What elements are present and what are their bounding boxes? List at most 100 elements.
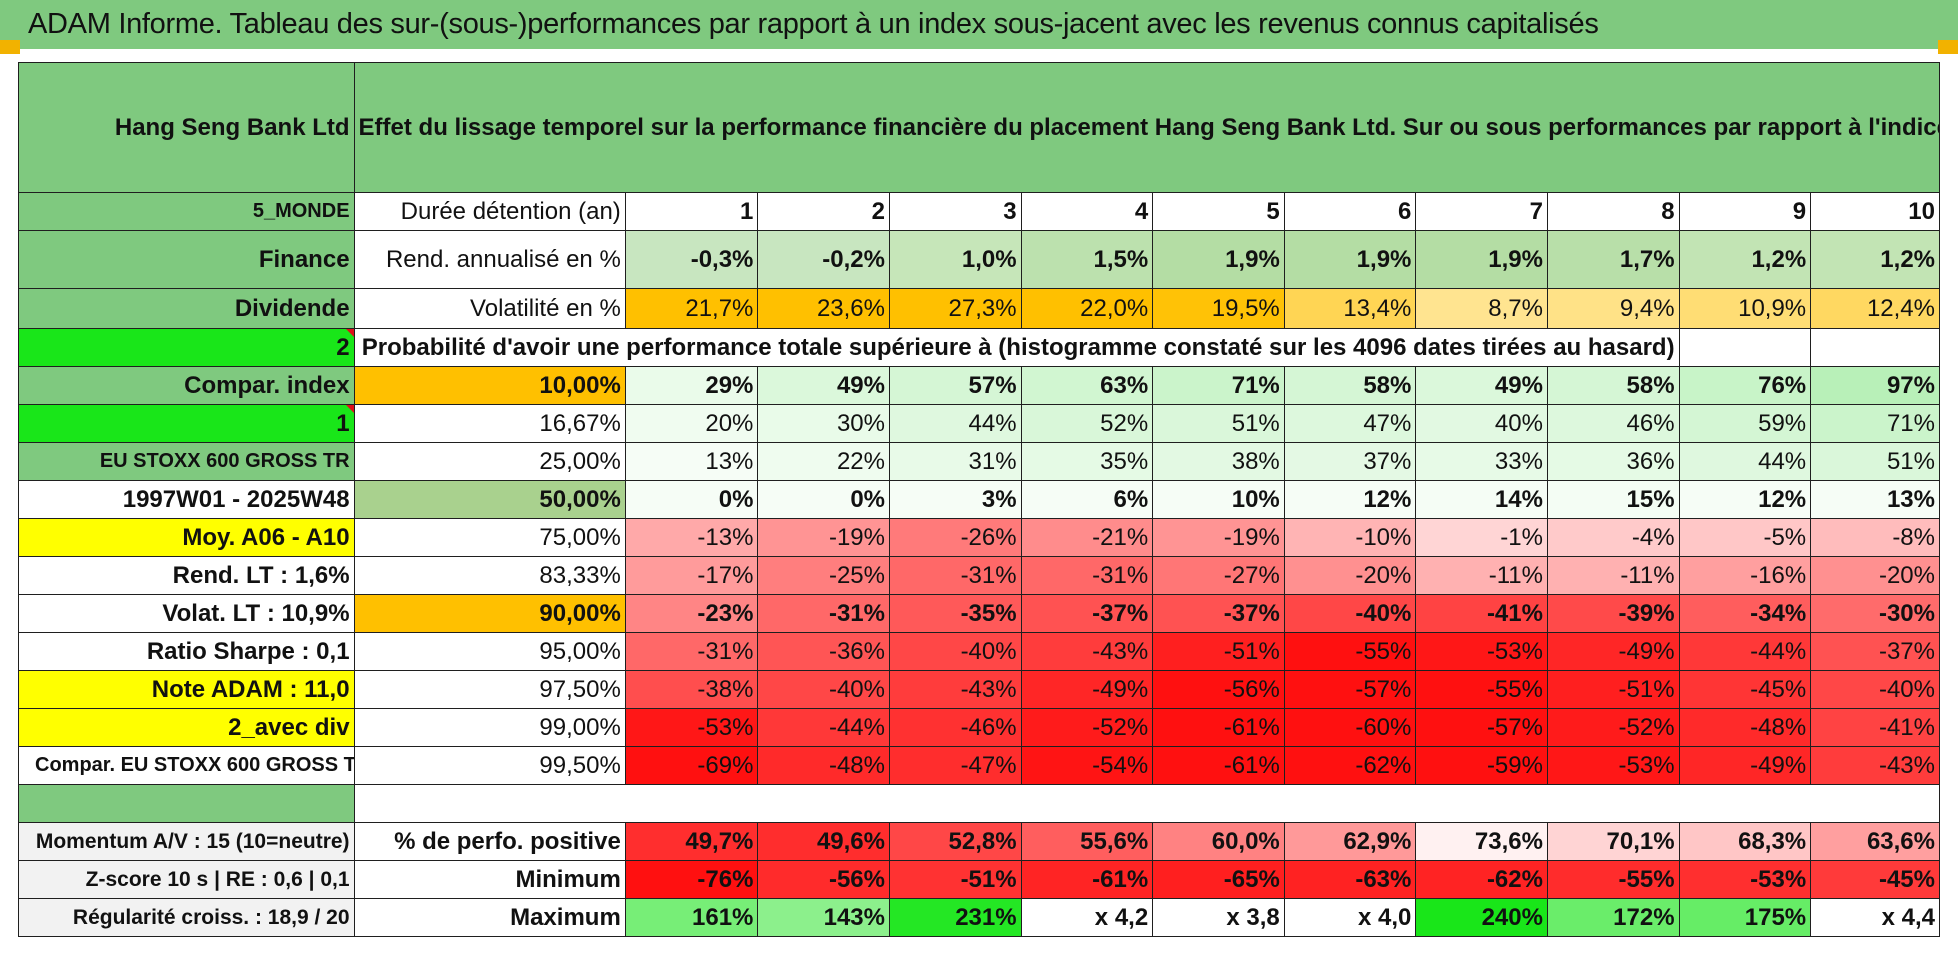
positive-cell-4: 55,6% <box>1020 822 1154 861</box>
prob-cell-r5-5: -19% <box>1152 518 1285 557</box>
prob-cell-r3-7: 33% <box>1415 442 1548 481</box>
positive-cell-7: 73,6% <box>1415 822 1548 861</box>
vol-cell-5: 19,5% <box>1152 288 1285 329</box>
prob-cell-r11-1: -69% <box>624 746 759 785</box>
rend-cell-6: 1,9% <box>1283 230 1417 289</box>
prob-blank-2 <box>1810 328 1940 367</box>
avec-div-label: 2_avec div <box>18 708 355 747</box>
positive-cell-2: 49,6% <box>757 822 890 861</box>
prob-cell-r3-2: 22% <box>757 442 890 481</box>
zscore-label: Z-score 10 s | RE : 0,6 | 0,1 <box>18 860 355 899</box>
rend-cell-5: 1,9% <box>1152 230 1285 289</box>
prob-threshold: 97,50% <box>353 670 626 709</box>
prob-cell-r11-5: -61% <box>1152 746 1285 785</box>
prob-cell-r3-6: 37% <box>1283 442 1417 481</box>
prob-threshold: 83,33% <box>353 556 626 595</box>
prob-cell-r11-6: -62% <box>1283 746 1417 785</box>
prob-cell-r9-4: -49% <box>1020 670 1154 709</box>
prob-threshold: 99,00% <box>353 708 626 747</box>
prob-cell-r8-5: -51% <box>1152 632 1285 671</box>
prob-cell-r4-5: 10% <box>1152 480 1285 519</box>
minimum-cell-7: -62% <box>1415 860 1548 899</box>
ratio-sharpe-label: Ratio Sharpe : 0,1 <box>18 632 355 671</box>
vol-cell-2: 23,6% <box>757 288 890 329</box>
minimum-cell-10: -45% <box>1810 860 1940 899</box>
maximum-cell-9: 175% <box>1678 898 1812 937</box>
prob-cell-r4-9: 12% <box>1678 480 1812 519</box>
prob-cell-r9-6: -57% <box>1283 670 1417 709</box>
prob-row: Note ADAM : 11,0 97,50% -38% -40% -43% -49% -5… <box>18 670 1940 709</box>
prob-cell-r5-6: -10% <box>1283 518 1417 557</box>
positive-cell-5: 60,0% <box>1152 822 1285 861</box>
prob-cell-r8-10: -37% <box>1810 632 1940 671</box>
prob-row: EU STOXX 600 GROSS TR 25,00% 13% 22% 31% 35% 3… <box>18 442 1940 481</box>
year-header-7: 7 <box>1415 192 1548 231</box>
zscore-stat-label: Minimum <box>353 860 626 899</box>
bottom-row: Régularité croiss. : 18,9 / 20 Maximum 161… <box>18 898 1940 937</box>
prob-cell-r7-9: -34% <box>1678 594 1812 633</box>
prob-cell-r3-3: 31% <box>889 442 1022 481</box>
volat-lt-label: Volat. LT : 10,9% <box>18 594 355 633</box>
prob-cell-r1-5: 71% <box>1152 366 1285 405</box>
prob-threshold: 75,00% <box>353 518 626 557</box>
maximum-cell-7: 240% <box>1415 898 1548 937</box>
prob-cell-r6-10: -20% <box>1810 556 1940 595</box>
positive-cell-6: 62,9% <box>1283 822 1417 861</box>
prob-cell-r9-7: -55% <box>1415 670 1548 709</box>
prob-cell-r11-7: -59% <box>1415 746 1548 785</box>
prob-cell-r4-10: 13% <box>1810 480 1940 519</box>
rend-cell-7: 1,9% <box>1415 230 1548 289</box>
prob-cell-r8-1: -31% <box>624 632 759 671</box>
year-header-1: 1 <box>624 192 759 231</box>
prob-cell-r9-2: -40% <box>757 670 890 709</box>
prob-cell-r4-4: 6% <box>1020 480 1154 519</box>
bottom-row: Z-score 10 s | RE : 0,6 | 0,1 Minimum -76%… <box>18 860 1940 899</box>
prob-cell-r5-1: -13% <box>624 518 759 557</box>
vol-cell-4: 22,0% <box>1020 288 1154 329</box>
rend-cell-10: 1,2% <box>1810 230 1940 289</box>
positive-cell-3: 52,8% <box>889 822 1022 861</box>
prob-row: Compar. EU STOXX 600 GROSS TR 99,50% -69% -… <box>18 746 1940 785</box>
minimum-cell-3: -51% <box>889 860 1022 899</box>
prob-cell-r6-8: -11% <box>1546 556 1680 595</box>
prob-cell-r1-10: 97% <box>1810 366 1940 405</box>
prob-cell-r5-10: -8% <box>1810 518 1940 557</box>
rend-lt-label: Rend. LT : 1,6% <box>18 556 355 595</box>
sector-label: Finance <box>18 230 355 289</box>
year-header-8: 8 <box>1546 192 1680 231</box>
prob-cell-r7-7: -41% <box>1415 594 1548 633</box>
rend-cell-3: 1,0% <box>889 230 1022 289</box>
prob-cell-r8-6: -55% <box>1283 632 1417 671</box>
prob-cell-r6-7: -11% <box>1415 556 1548 595</box>
vol-cell-7: 8,7% <box>1415 288 1548 329</box>
prob-title-row: 2 Probabilité d'avoir une performance to… <box>18 328 1940 367</box>
performance-table-frame: Hang Seng Bank Ltd Effet du lissage temp… <box>18 62 1941 967</box>
prob-cell-r1-9: 76% <box>1678 366 1812 405</box>
value-2-label: 2 <box>18 328 355 367</box>
prob-cell-r10-1: -53% <box>624 708 759 747</box>
prob-cell-r11-2: -48% <box>757 746 890 785</box>
prob-cell-r6-1: -17% <box>624 556 759 595</box>
region-label: 5_MONDE <box>18 192 355 231</box>
regularite-stat-label: Maximum <box>353 898 626 937</box>
prob-cell-r10-8: -52% <box>1546 708 1680 747</box>
moy-label: Moy. A06 - A10 <box>18 518 355 557</box>
corner-marker-right <box>1938 40 1958 54</box>
years-label: Durée détention (an) <box>353 192 626 231</box>
prob-cell-r10-7: -57% <box>1415 708 1548 747</box>
prob-cell-r1-8: 58% <box>1546 366 1680 405</box>
minimum-cell-9: -53% <box>1678 860 1812 899</box>
prob-cell-r10-2: -44% <box>757 708 890 747</box>
vol-row: Dividende Volatilité en % 21,7% 23,6% 27,3… <box>18 288 1940 329</box>
vol-cell-9: 10,9% <box>1678 288 1812 329</box>
report-title: ADAM Informe. Tableau des sur-(sous-)per… <box>28 8 1599 40</box>
prob-cell-r2-10: 71% <box>1810 404 1940 443</box>
prob-cell-r10-3: -46% <box>889 708 1022 747</box>
rend-label: Rend. annualisé en % <box>353 230 626 289</box>
prob-cell-r8-2: -36% <box>757 632 890 671</box>
bottom-row: Momentum A/V : 15 (10=neutre)% de perfo.… <box>18 822 1940 861</box>
year-header-9: 9 <box>1678 192 1812 231</box>
prob-cell-r10-9: -48% <box>1678 708 1812 747</box>
prob-cell-r9-3: -43% <box>889 670 1022 709</box>
prob-cell-r3-8: 36% <box>1546 442 1680 481</box>
